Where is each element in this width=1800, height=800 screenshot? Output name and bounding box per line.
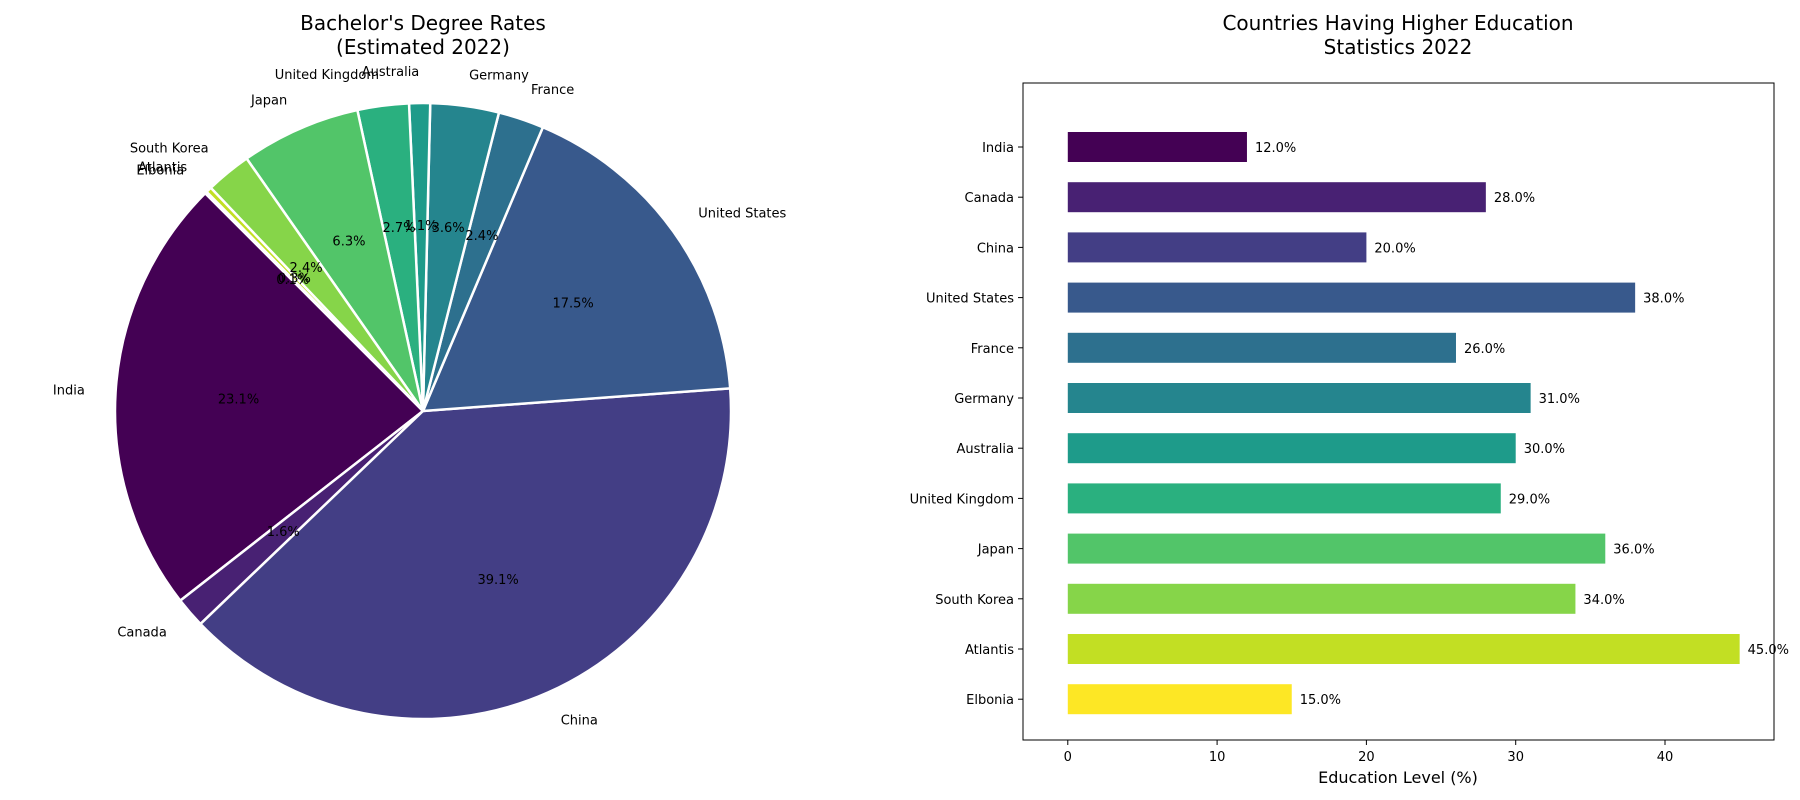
bar-canada [1067, 182, 1486, 213]
bar-items: India 12.0% Canada 28.0% China 20.0% United St… [910, 132, 1789, 715]
pie-pct-canada: 1.6% [267, 525, 300, 540]
bar-x-tick-10: 10 [1209, 750, 1226, 765]
bar-x-axis-label: Education Level (%) [1318, 768, 1478, 787]
bar-united-kingdom [1067, 483, 1501, 514]
bar-x-ticks: 0 10 20 30 40 [1064, 740, 1674, 765]
bar-value-united-kingdom: 29.0% [1509, 492, 1550, 507]
pie-slice-elbonia [203, 190, 424, 412]
bar-chart: Countries Having Higher Education Statis… [910, 11, 1789, 787]
bar-y-tick-united-kingdom: United Kingdom [910, 492, 1014, 507]
pie-label-elbonia: Elbonia [136, 164, 184, 179]
bar-y-tick-australia: Australia [956, 442, 1014, 457]
pie-slice-japan [244, 108, 425, 412]
bar-y-tick-atlantis: Atlantis [965, 643, 1014, 658]
pie-label-united-kingdom: United Kingdom [275, 68, 379, 83]
bar-value-france: 26.0% [1464, 342, 1505, 357]
pie-pct-united-states: 17.5% [552, 296, 593, 311]
pie-pct-atlantis: 0.3% [278, 271, 311, 286]
bar-x-tick-20: 20 [1358, 750, 1375, 765]
bar-y-tick-canada: Canada [965, 191, 1014, 206]
pie-label-japan: Japan [250, 94, 287, 109]
pie-pct-elbonia: 0.1% [276, 273, 309, 288]
pie-pct-china: 39.1% [477, 573, 518, 588]
bar-y-tick-china: China [977, 241, 1014, 256]
bar-value-atlantis: 45.0% [1748, 643, 1789, 658]
bar-india [1067, 132, 1247, 162]
pie-label-australia: Australia [362, 65, 420, 80]
pie-slice-india [113, 191, 425, 603]
pie-pct-united-kingdom: 2.7% [383, 221, 416, 236]
pie-label-canada: Canada [117, 626, 166, 641]
pie-label-france: France [531, 83, 574, 98]
bar-y-tick-elbonia: Elbonia [966, 693, 1014, 708]
bar-x-tick-30: 30 [1507, 750, 1524, 765]
bar-value-china: 20.0% [1374, 241, 1415, 256]
pie-label-united-states: United States [698, 206, 786, 221]
bar-value-elbonia: 15.0% [1300, 693, 1341, 708]
bar-y-tick-south-korea: South Korea [935, 593, 1014, 608]
bar-south-korea [1067, 583, 1576, 614]
pie-label-germany: Germany [469, 68, 529, 83]
pie-slice-china [198, 386, 733, 721]
pie-pct-japan: 6.3% [332, 235, 365, 250]
pie-chart: Bachelor's Degree Rates (Estimated 2022)… [53, 11, 787, 729]
pie-title-line2: (Estimated 2022) [336, 35, 510, 59]
pie-label-china: China [561, 714, 598, 729]
bar-value-canada: 28.0% [1494, 191, 1535, 206]
pie-label-atlantis: Atlantis [138, 161, 187, 176]
bar-germany [1067, 383, 1531, 413]
bar-title-line2: Statistics 2022 [1324, 35, 1473, 59]
bar-value-japan: 36.0% [1613, 543, 1654, 558]
bar-australia [1067, 433, 1516, 464]
pie-pct-france: 2.4% [465, 229, 498, 244]
bar-value-australia: 30.0% [1524, 442, 1565, 457]
pie-slices [113, 101, 733, 721]
bar-value-south-korea: 34.0% [1583, 593, 1624, 608]
bar-title-line1: Countries Having Higher Education [1222, 11, 1573, 35]
bar-y-tick-france: France [971, 342, 1014, 357]
pie-title-line1: Bachelor's Degree Rates [300, 11, 546, 35]
bar-y-tick-japan: Japan [977, 543, 1014, 558]
bar-plot-frame [1022, 82, 1775, 741]
pie-pct-india: 23.1% [218, 393, 259, 408]
bar-france [1067, 332, 1456, 363]
pie-label-south-korea: South Korea [130, 142, 209, 157]
pie-slice-united-states [421, 125, 732, 413]
bar-elbonia [1067, 684, 1292, 715]
pie-labels: India 23.1% Canada 1.6% China 39.1% United Sta… [53, 65, 787, 728]
pie-label-india: India [53, 383, 85, 398]
bar-y-tick-germany: Germany [954, 392, 1014, 407]
pie-pct-germany: 3.6% [432, 221, 465, 236]
pie-pct-south-korea: 2.4% [290, 261, 323, 276]
bar-atlantis [1067, 634, 1740, 664]
bar-value-united-states: 38.0% [1643, 292, 1684, 307]
bar-y-tick-india: India [982, 141, 1014, 156]
pie-pct-australia: 1.1% [404, 219, 437, 234]
bar-united-states [1067, 282, 1636, 313]
bar-x-tick-40: 40 [1657, 750, 1674, 765]
bar-y-tick-united-states: United States [926, 292, 1014, 307]
bar-china [1067, 232, 1367, 263]
bar-x-tick-0: 0 [1064, 750, 1072, 765]
bar-value-india: 12.0% [1255, 141, 1296, 156]
bar-value-germany: 31.0% [1539, 392, 1580, 407]
bar-japan [1067, 533, 1606, 564]
